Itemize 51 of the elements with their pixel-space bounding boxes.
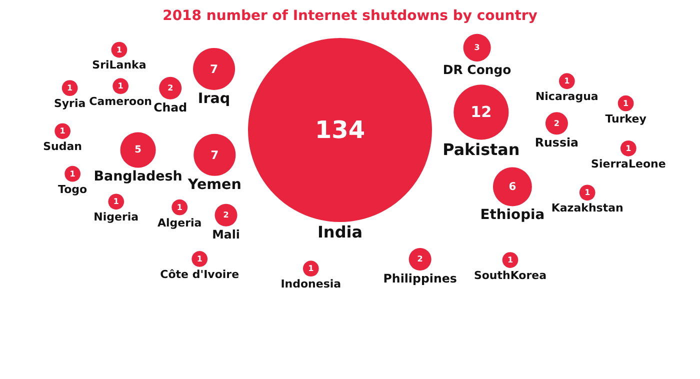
data-label: 1 [116,45,122,54]
category-label: Turkey [605,112,646,126]
data-label: 1 [584,188,591,198]
category-label: Côte d'Ivoire [160,268,240,281]
data-label: 1 [308,264,314,274]
data-label: 1 [623,98,629,108]
category-label: Yemen [186,176,242,193]
data-label: 1 [564,76,570,86]
data-label: 1 [626,144,632,153]
text: 2018 number of Internet shutdowns by country [162,8,538,24]
data-label: 2 [554,118,560,128]
data-label: 7 [210,148,219,162]
data-label: 1 [196,254,203,264]
category-label: Mali [212,227,240,242]
data-label: 2 [168,84,174,93]
data-label: 7 [210,62,218,76]
category-label: Cameroon [89,95,152,108]
category-label: Syria [54,97,86,110]
category-label: Philippines [383,271,457,286]
category-label: Russia [534,136,579,150]
category-label: Iraq [198,91,230,108]
category-label: SouthKorea [474,268,547,282]
category-label: Bangladesh [94,168,182,184]
category-label: Nigeria [94,210,139,224]
data-label: 3 [474,43,480,52]
data-label: 5 [134,144,142,156]
data-label: 6 [508,180,516,194]
category-label: DR Congo [442,62,512,77]
category-label: Algeria [157,216,202,230]
category-label: Chad [154,100,188,114]
category-label: Kazakhstan [551,202,624,215]
category-label: SriLanka [92,58,146,72]
data-label: 1 [113,197,120,206]
category-label: Pakistan [442,140,520,160]
category-label: Sudan [43,140,82,154]
category-label: Nicaragua [535,90,598,104]
category-label: Ethiopia [480,207,545,224]
data-label: 1 [507,256,514,265]
data-label: 1 [118,82,124,91]
category-label: SierraLeone [591,157,666,170]
data-label: 134 [314,116,366,144]
category-label: Indonesia [280,278,342,291]
data-label: 1 [70,169,76,178]
category-label: India [317,222,363,242]
data-label: 2 [417,254,423,264]
data-label: 1 [60,126,66,136]
data-label: 2 [223,210,229,220]
category-label: Togo [58,182,88,196]
data-label: 1 [67,84,74,93]
data-label: 1 [176,202,183,212]
data-label: 12 [470,103,492,122]
